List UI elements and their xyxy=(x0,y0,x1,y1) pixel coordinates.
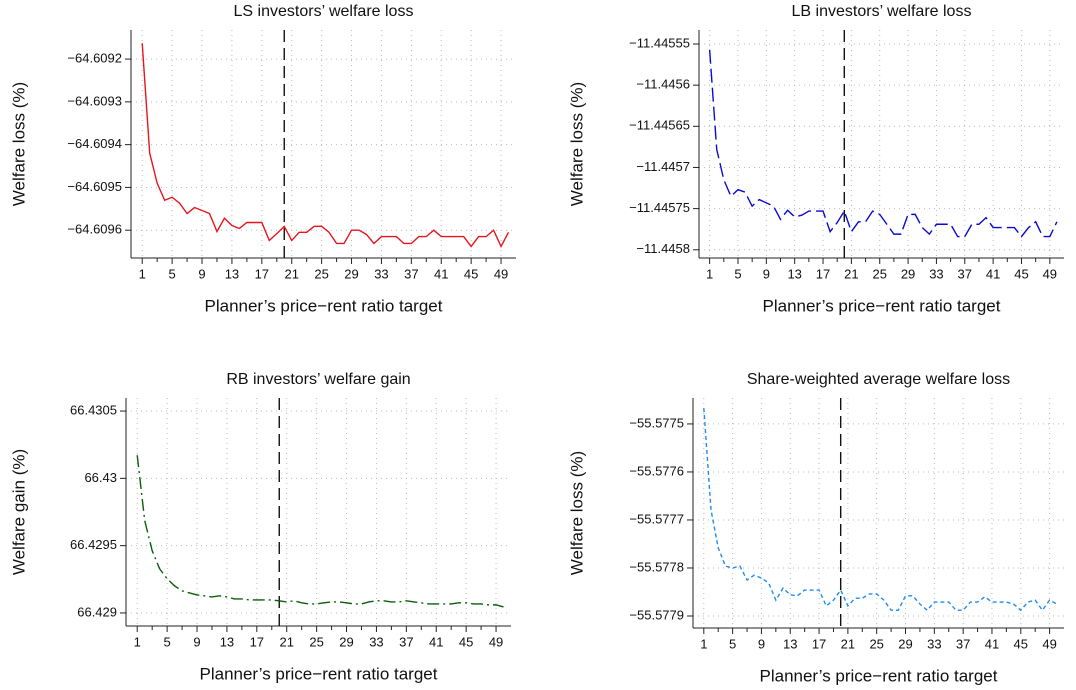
x-tick-label: 25 xyxy=(314,266,328,281)
x-tick-label: 41 xyxy=(429,634,443,649)
x-tick-label: 13 xyxy=(220,634,234,649)
x-tick-label: 21 xyxy=(841,636,855,651)
x-tick-label: 41 xyxy=(986,266,1000,281)
x-tick-label: 1 xyxy=(134,634,141,649)
x-tick-label: 5 xyxy=(729,636,736,651)
y-tick-label: −64.6096 xyxy=(67,222,122,237)
y-tick-label: −64.6094 xyxy=(67,136,122,151)
y-tick-label: −64.6093 xyxy=(67,93,122,108)
x-tick-label: 17 xyxy=(816,266,830,281)
x-tick-label: 9 xyxy=(763,266,770,281)
x-tick-label: 9 xyxy=(198,266,205,281)
x-tick-label: 29 xyxy=(339,634,353,649)
x-tick-label: 37 xyxy=(404,266,418,281)
x-tick-label: 45 xyxy=(459,634,473,649)
x-tick-label: 41 xyxy=(434,266,448,281)
x-tick-label: 45 xyxy=(1014,636,1028,651)
x-axis-title: Planner’s price−rent ratio target xyxy=(760,666,998,685)
y-tick-label: −11.44565 xyxy=(629,118,690,133)
x-tick-label: 33 xyxy=(929,266,943,281)
y-tick-label: −11.4457 xyxy=(636,159,690,174)
data-line xyxy=(136,455,504,608)
y-tick-label: −11.44575 xyxy=(629,200,690,215)
x-tick-label: 49 xyxy=(1043,266,1057,281)
y-axis-title: Welfare loss (%) xyxy=(567,82,586,206)
x-tick-label: 33 xyxy=(369,634,383,649)
x-tick-label: 13 xyxy=(783,636,797,651)
y-tick-label: −55.5777 xyxy=(629,511,684,526)
y-tick-label: −11.44555 xyxy=(629,35,690,50)
x-tick-label: 29 xyxy=(344,266,358,281)
x-tick-label: 13 xyxy=(225,266,239,281)
data-line xyxy=(708,49,1058,238)
x-tick-label: 17 xyxy=(812,636,826,651)
x-axis-title: Planner’s price−rent ratio target xyxy=(763,296,1001,315)
x-tick-label: 5 xyxy=(168,266,175,281)
y-tick-label: −64.6095 xyxy=(67,179,122,194)
x-tick-label: 21 xyxy=(844,266,858,281)
x-tick-label: 49 xyxy=(1042,636,1056,651)
x-tick-label: 21 xyxy=(279,634,293,649)
x-tick-label: 37 xyxy=(958,266,972,281)
x-tick-label: 17 xyxy=(255,266,269,281)
x-tick-label: 25 xyxy=(309,634,323,649)
y-tick-label: −55.5778 xyxy=(629,559,684,574)
data-line xyxy=(141,43,510,249)
y-tick-label: −11.4456 xyxy=(636,77,690,92)
panel: Share-weighted average welfare loss Plann… xyxy=(567,371,1064,685)
x-tick-label: 33 xyxy=(927,636,941,651)
x-tick-label: 29 xyxy=(901,266,915,281)
x-tick-label: 29 xyxy=(898,636,912,651)
x-tick-label: 45 xyxy=(464,266,478,281)
x-tick-label: 25 xyxy=(869,636,883,651)
x-tick-label: 25 xyxy=(872,266,886,281)
x-tick-label: 1 xyxy=(139,266,146,281)
y-tick-label: 66.43 xyxy=(84,470,117,485)
x-tick-label: 9 xyxy=(193,634,200,649)
x-tick-label: 1 xyxy=(700,636,707,651)
y-tick-label: −11.4458 xyxy=(636,241,690,256)
x-tick-label: 37 xyxy=(399,634,413,649)
y-axis-title: Welfare loss (%) xyxy=(567,451,586,575)
x-tick-label: 21 xyxy=(284,266,298,281)
y-axis-title: Welfare gain (%) xyxy=(9,449,28,575)
x-axis-title: Planner’s price−rent ratio target xyxy=(205,296,443,315)
y-tick-label: 66.4305 xyxy=(70,402,117,417)
x-tick-label: 9 xyxy=(758,636,765,651)
x-tick-label: 1 xyxy=(706,266,713,281)
y-tick-label: 66.429 xyxy=(77,604,117,619)
y-tick-label: −55.5776 xyxy=(629,463,684,478)
panel-title: LB investors’ welfare loss xyxy=(792,3,972,20)
panel-title: LS investors’ welfare loss xyxy=(234,3,414,20)
y-tick-label: −55.5775 xyxy=(629,415,684,430)
x-tick-label: 41 xyxy=(985,636,999,651)
x-tick-label: 49 xyxy=(489,634,503,649)
panel-title: RB investors’ welfare gain xyxy=(226,371,410,388)
y-tick-label: 66.4295 xyxy=(70,537,117,552)
x-axis-title: Planner’s price−rent ratio target xyxy=(200,664,438,683)
x-tick-label: 37 xyxy=(956,636,970,651)
y-tick-label: −64.6092 xyxy=(67,51,122,66)
x-tick-label: 17 xyxy=(250,634,264,649)
x-tick-label: 49 xyxy=(494,266,508,281)
y-tick-label: −55.5779 xyxy=(629,607,684,622)
x-tick-label: 33 xyxy=(374,266,388,281)
data-line xyxy=(703,408,1058,612)
panel-title: Share-weighted average welfare loss xyxy=(747,371,1010,388)
x-tick-label: 13 xyxy=(787,266,801,281)
x-tick-label: 45 xyxy=(1014,266,1028,281)
x-tick-label: 5 xyxy=(163,634,170,649)
panel: LB investors’ welfare loss Planner’s pric… xyxy=(567,3,1064,315)
x-tick-label: 5 xyxy=(734,266,741,281)
panel: LS investors’ welfare loss Planner’s pric… xyxy=(9,3,516,315)
y-axis-title: Welfare loss (%) xyxy=(9,82,28,206)
panel: RB investors’ welfare gain Planner’s pric… xyxy=(9,371,511,683)
